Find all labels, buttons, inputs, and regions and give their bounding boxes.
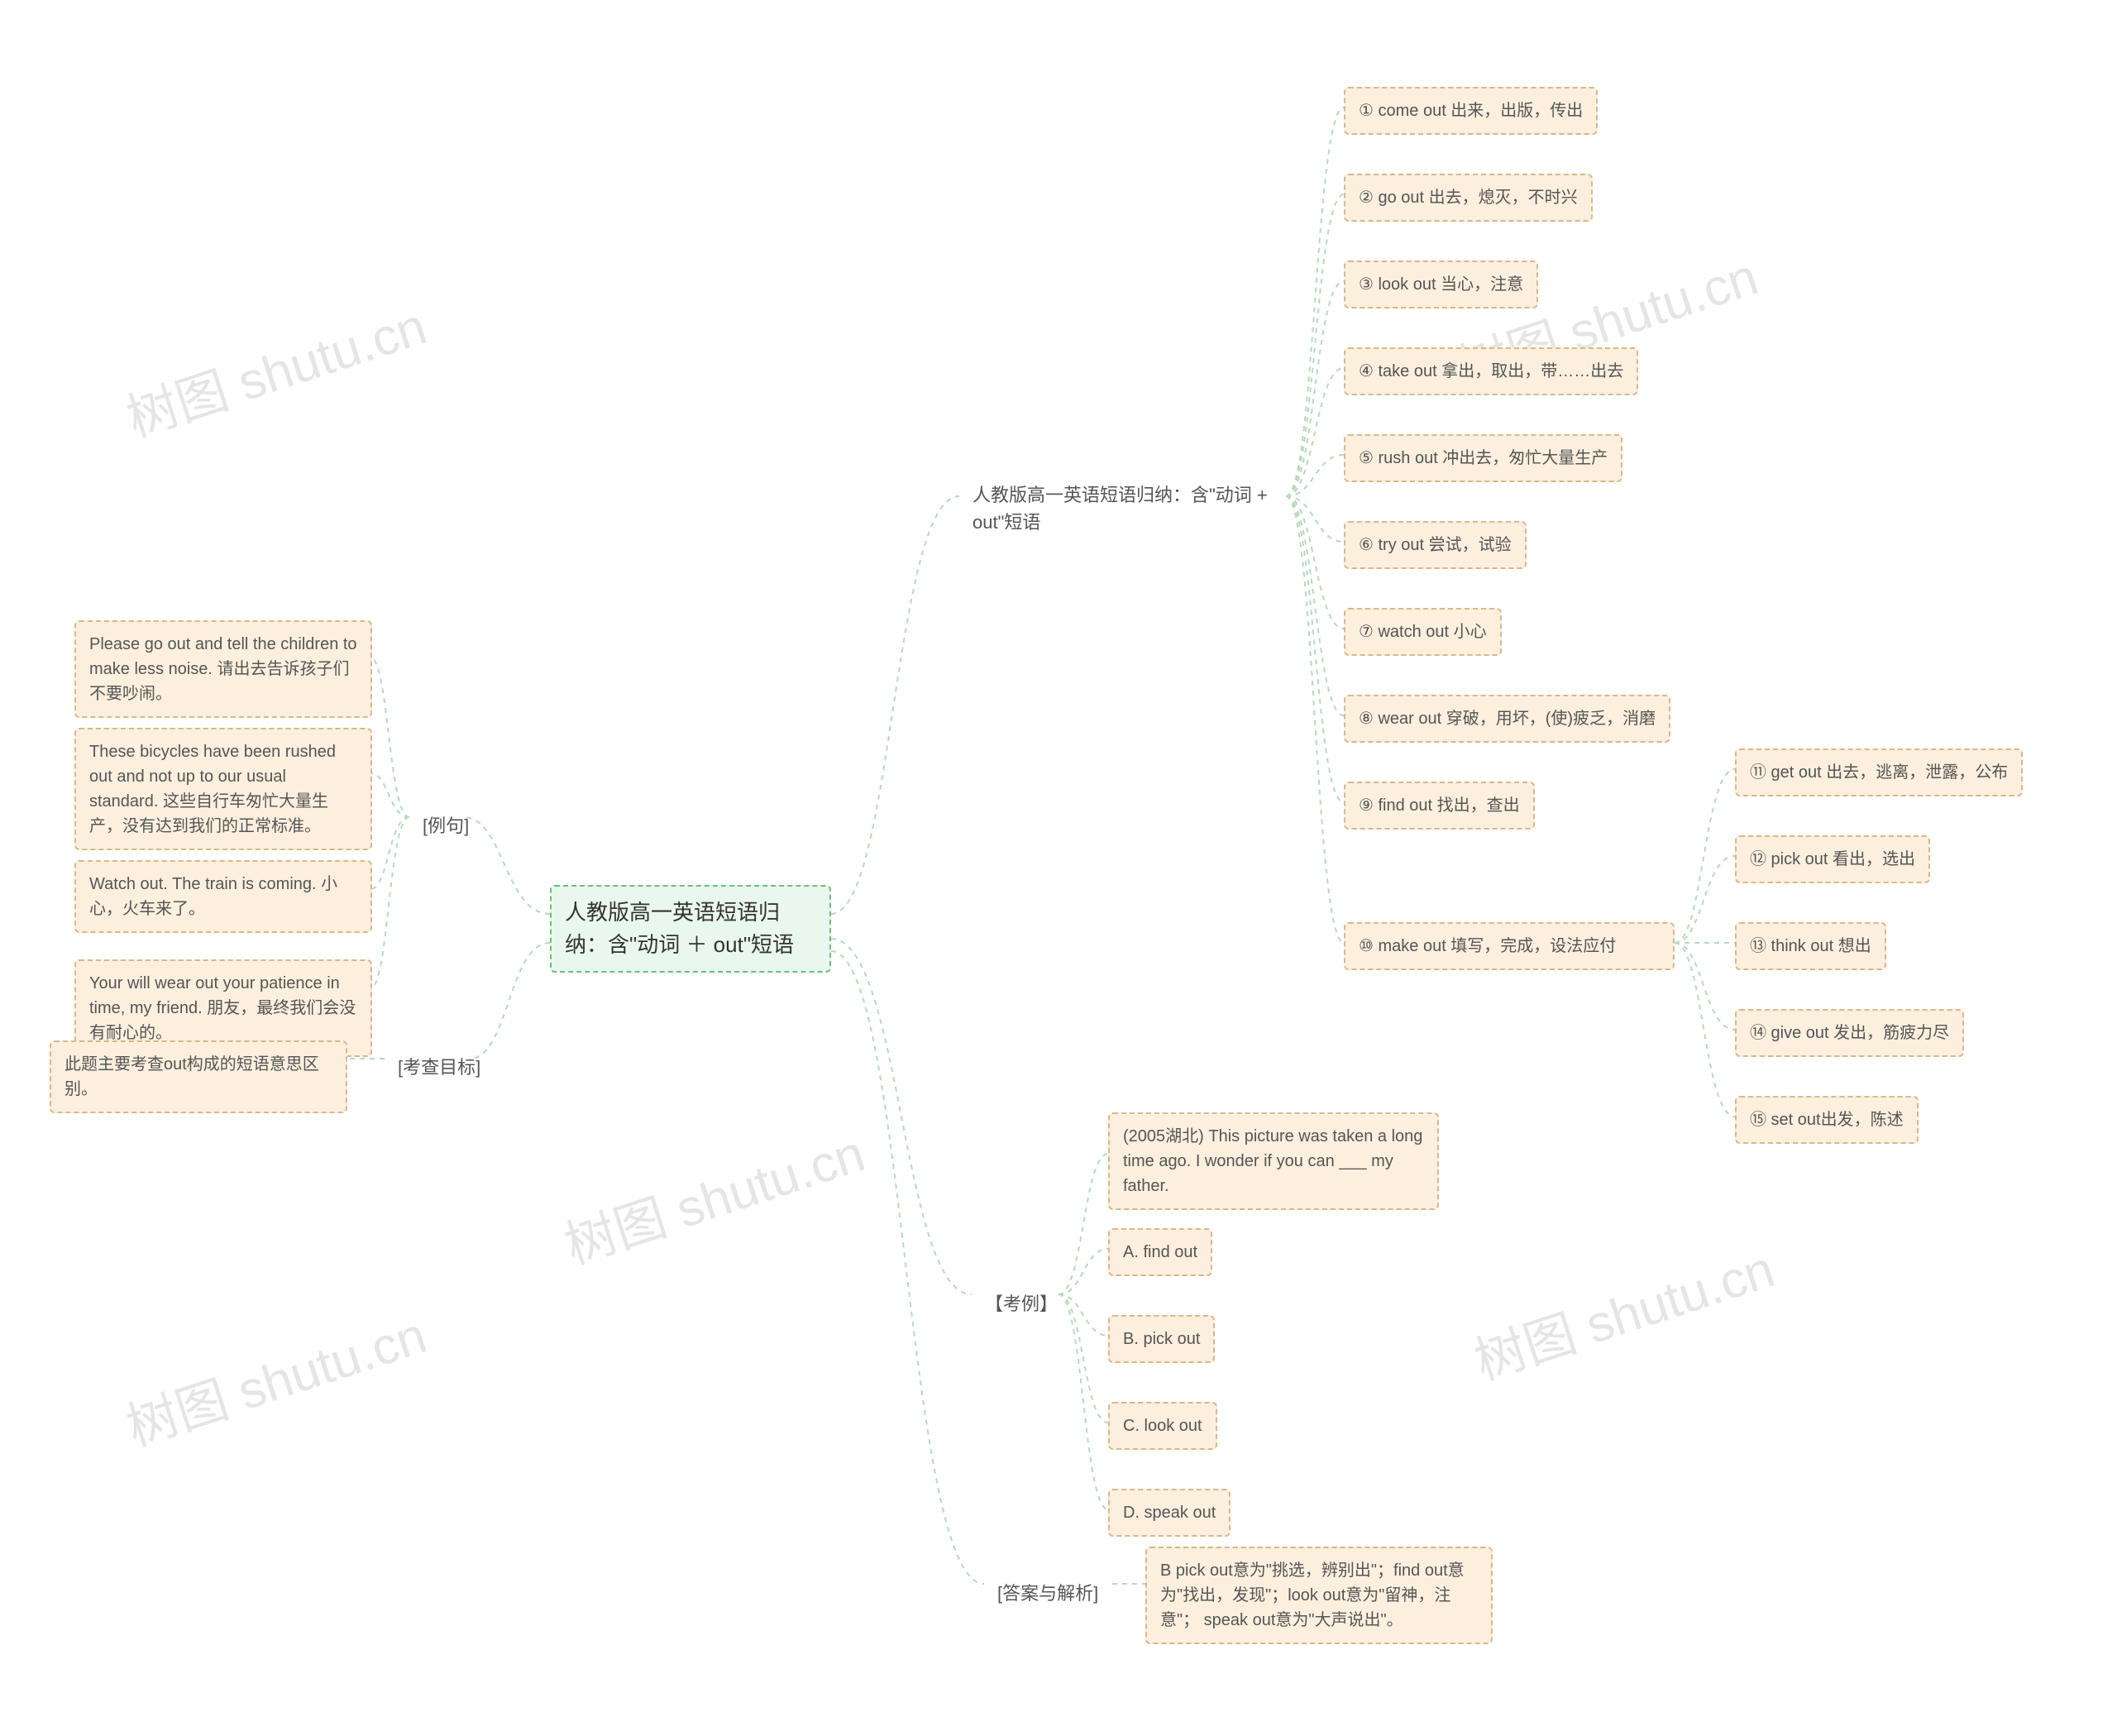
phrase-13: ⑬ think out 想出	[1735, 922, 1886, 970]
branch-target: [考查目标]	[385, 1044, 494, 1091]
phrase-14: ⑭ give out 发出，筋疲力尽	[1735, 1009, 1964, 1057]
phrase-15: ⑮ set out出发，陈述	[1735, 1096, 1919, 1144]
phrase-5: ⑤ rush out 冲出去，匆忙大量生产	[1344, 434, 1622, 482]
watermark: 树图 shutu.cn	[116, 1294, 434, 1461]
phrase-3: ③ look out 当心，注意	[1344, 261, 1538, 308]
exam-option-c: C. look out	[1108, 1402, 1217, 1450]
branch-examples: [例句]	[409, 802, 482, 849]
example-2: These bicycles have been rushed out and …	[74, 728, 372, 850]
exam-option-b: B. pick out	[1108, 1315, 1215, 1363]
phrase-6: ⑥ try out 尝试，试验	[1344, 521, 1527, 569]
phrase-1: ① come out 出来，出版，传出	[1344, 87, 1598, 135]
watermark: 树图 shutu.cn	[554, 1112, 872, 1279]
phrase-9: ⑨ find out 找出，查出	[1344, 782, 1535, 830]
phrase-7: ⑦ watch out 小心	[1344, 608, 1502, 656]
phrase-4: ④ take out 拿出，取出，带……出去	[1344, 347, 1638, 395]
exam-question: (2005湖北) This picture was taken a long t…	[1108, 1112, 1439, 1210]
root-node: 人教版高一英语短语归纳：含"动词 ＋ out"短语	[550, 885, 831, 973]
example-3: Watch out. The train is coming. 小心，火车来了。	[74, 860, 372, 933]
example-1: Please go out and tell the children to m…	[74, 620, 372, 718]
phrase-8: ⑧ wear out 穿破，用坏，(使)疲乏，消磨	[1344, 695, 1670, 743]
phrase-12: ⑫ pick out 看出，选出	[1735, 835, 1930, 883]
phrase-11: ⑪ get out 出去，逃离，泄露，公布	[1735, 748, 2023, 796]
phrase-10: ⑩ make out 填写，完成，设法应付	[1344, 922, 1675, 970]
branch-exam: 【考例】	[972, 1280, 1071, 1327]
answer-text: B pick out意为"挑选，辨别出"；find out意为"找出，发现"；l…	[1145, 1547, 1493, 1644]
branch-answer: [答案与解析]	[984, 1570, 1111, 1617]
target-text: 此题主要考查out构成的短语意思区别。	[50, 1040, 347, 1113]
exam-option-a: A. find out	[1108, 1228, 1212, 1276]
phrase-2: ② go out 出去，熄灭，不时兴	[1344, 174, 1593, 222]
watermark: 树图 shutu.cn	[1464, 1227, 1782, 1394]
branch-phrase-header: 人教版高一英语短语归纳：含"动词 + out"短语	[959, 471, 1286, 546]
exam-option-d: D. speak out	[1108, 1489, 1231, 1537]
watermark: 树图 shutu.cn	[116, 285, 434, 452]
